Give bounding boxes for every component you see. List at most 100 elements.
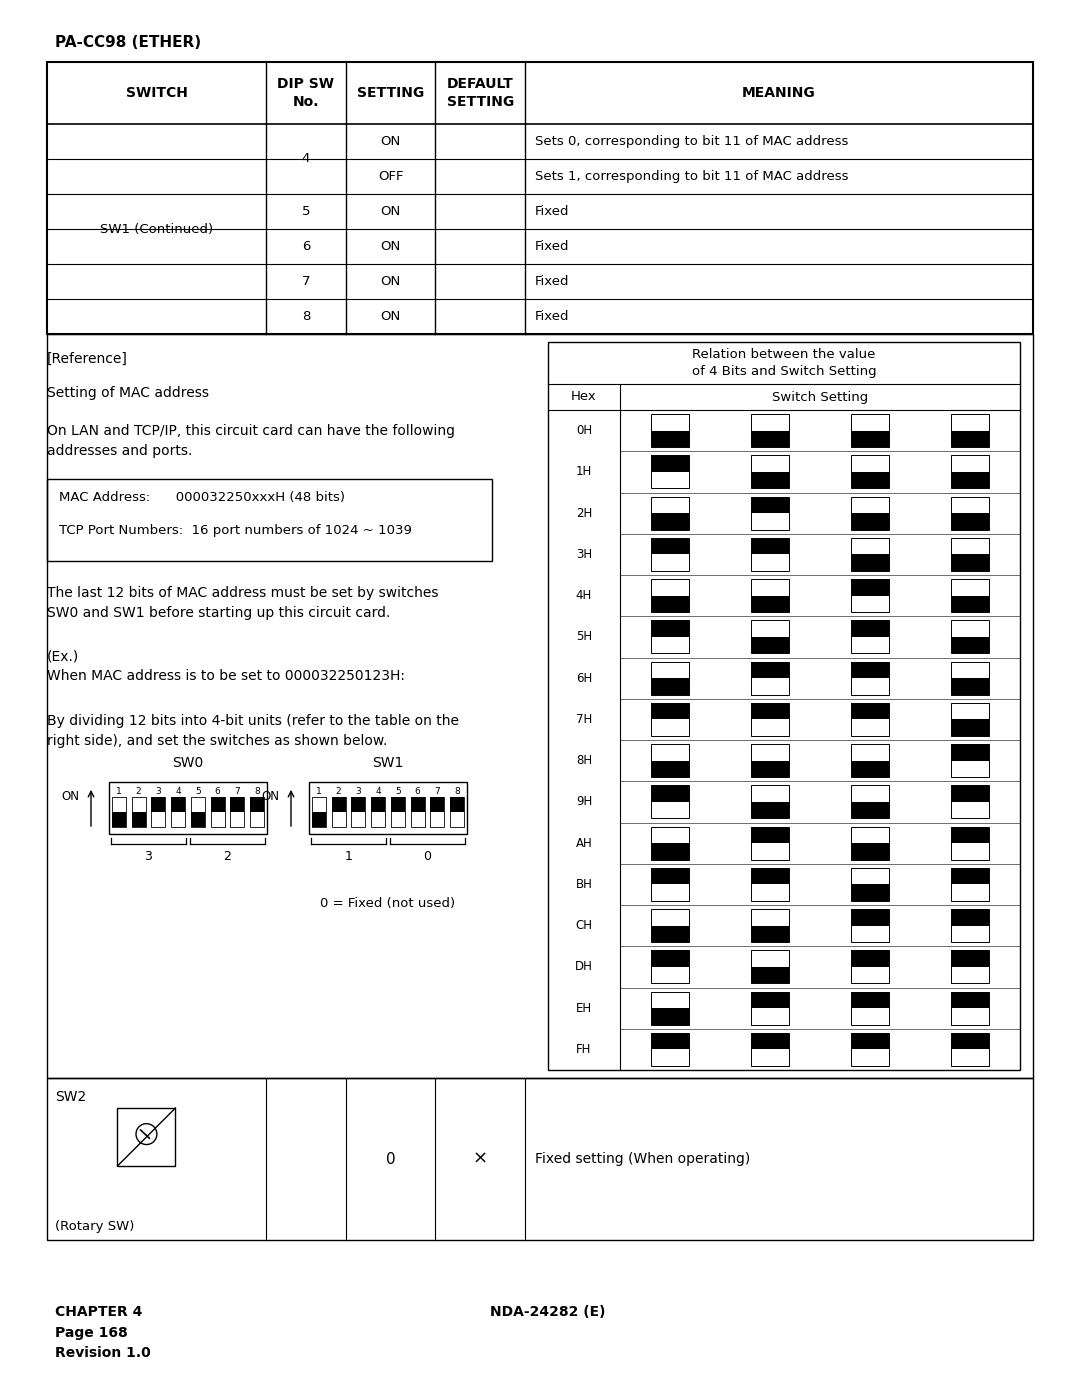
Text: FH: FH	[577, 1044, 592, 1056]
Bar	[851, 703, 889, 736]
Bar	[651, 703, 689, 736]
Text: EH: EH	[576, 1002, 592, 1014]
Text: 6: 6	[215, 787, 220, 796]
Bar	[651, 926, 689, 942]
Bar	[410, 798, 424, 812]
Bar	[651, 950, 689, 983]
Bar	[132, 798, 146, 827]
Bar	[118, 1108, 175, 1166]
Text: 1H: 1H	[576, 465, 592, 478]
Text: SW1 (Continued): SW1 (Continued)	[99, 222, 213, 236]
Bar	[751, 496, 789, 529]
Bar	[851, 827, 889, 859]
Bar	[651, 1009, 689, 1024]
Bar	[951, 703, 989, 736]
Bar	[851, 992, 889, 1009]
Bar	[48, 61, 1032, 334]
Text: 7: 7	[234, 787, 240, 796]
Text: 3H: 3H	[576, 548, 592, 560]
Bar	[410, 798, 424, 827]
Text: Fixed: Fixed	[536, 275, 570, 288]
Bar	[851, 868, 889, 901]
Bar	[651, 455, 689, 472]
Bar	[651, 678, 689, 694]
Bar	[751, 414, 789, 447]
Text: Fixed: Fixed	[536, 205, 570, 218]
Text: 4H: 4H	[576, 590, 592, 602]
Bar	[951, 827, 989, 844]
Text: 7: 7	[301, 275, 310, 288]
Text: 2: 2	[224, 851, 231, 863]
Bar	[651, 513, 689, 529]
Bar	[651, 785, 689, 819]
Bar	[351, 798, 365, 812]
Bar	[851, 430, 889, 447]
Text: 5: 5	[195, 787, 201, 796]
Text: ON: ON	[60, 789, 79, 803]
Bar	[951, 909, 989, 926]
Bar	[351, 798, 365, 827]
Text: BH: BH	[576, 877, 593, 891]
Bar	[651, 455, 689, 489]
Bar	[951, 950, 989, 983]
Text: 5: 5	[395, 787, 401, 796]
Text: Relation between the value
of 4 Bits and Switch Setting: Relation between the value of 4 Bits and…	[691, 348, 876, 379]
Bar	[851, 992, 889, 1024]
Bar	[851, 844, 889, 859]
Bar	[651, 496, 689, 529]
Text: Sets 1, corresponding to bit 11 of MAC address: Sets 1, corresponding to bit 11 of MAC a…	[536, 170, 849, 183]
Text: TCP Port Numbers:  16 port numbers of 1024 ~ 1039: TCP Port Numbers: 16 port numbers of 102…	[59, 524, 411, 536]
Text: ×: ×	[473, 1150, 488, 1168]
Text: ON: ON	[380, 136, 401, 148]
Bar	[391, 798, 405, 827]
Text: 8H: 8H	[576, 754, 592, 767]
Bar	[751, 637, 789, 654]
Bar	[951, 620, 989, 654]
Bar	[651, 580, 689, 612]
Text: AH: AH	[576, 837, 592, 849]
Bar	[951, 827, 989, 859]
Text: The last 12 bits of MAC address must be set by switches
SW0 and SW1 before start: The last 12 bits of MAC address must be …	[48, 585, 438, 619]
Bar	[851, 496, 889, 529]
Text: Fixed: Fixed	[536, 310, 570, 323]
Text: Sets 0, corresponding to bit 11 of MAC address: Sets 0, corresponding to bit 11 of MAC a…	[536, 136, 849, 148]
Text: 8: 8	[301, 310, 310, 323]
Bar	[951, 745, 989, 777]
Bar	[851, 745, 889, 777]
Bar	[651, 1032, 689, 1049]
Bar	[751, 455, 789, 489]
Bar	[431, 798, 444, 812]
Bar	[851, 472, 889, 489]
Text: SW1: SW1	[373, 756, 404, 770]
Bar	[332, 798, 346, 812]
Text: (Ex.)
When MAC address is to be set to 000032250123H:: (Ex.) When MAC address is to be set to 0…	[48, 650, 405, 683]
Text: 2: 2	[336, 787, 341, 796]
Bar	[751, 992, 789, 1009]
Bar	[951, 555, 989, 571]
Text: CH: CH	[576, 919, 593, 932]
Bar	[751, 1032, 789, 1066]
Text: By dividing 12 bits into 4-bit units (refer to the table on the
right side), and: By dividing 12 bits into 4-bit units (re…	[48, 714, 459, 747]
Text: 1: 1	[345, 851, 352, 863]
Bar	[391, 798, 405, 812]
Bar	[951, 430, 989, 447]
Bar	[651, 595, 689, 612]
Text: 7: 7	[434, 787, 441, 796]
Bar	[48, 334, 1032, 1078]
Bar	[751, 802, 789, 819]
Text: Setting of MAC address: Setting of MAC address	[48, 386, 210, 400]
Bar	[112, 798, 125, 827]
Text: PA-CC98 (ETHER): PA-CC98 (ETHER)	[55, 35, 201, 50]
Bar	[312, 812, 326, 827]
Bar	[751, 595, 789, 612]
Bar	[851, 909, 889, 926]
Bar	[751, 580, 789, 612]
Text: 2H: 2H	[576, 507, 592, 520]
Bar	[151, 798, 165, 827]
Bar	[751, 538, 789, 555]
Bar	[251, 798, 264, 812]
Text: Fixed setting (When operating): Fixed setting (When operating)	[536, 1153, 751, 1166]
Bar	[191, 812, 205, 827]
Text: [Reference]: [Reference]	[48, 352, 127, 366]
Text: 3: 3	[145, 851, 152, 863]
